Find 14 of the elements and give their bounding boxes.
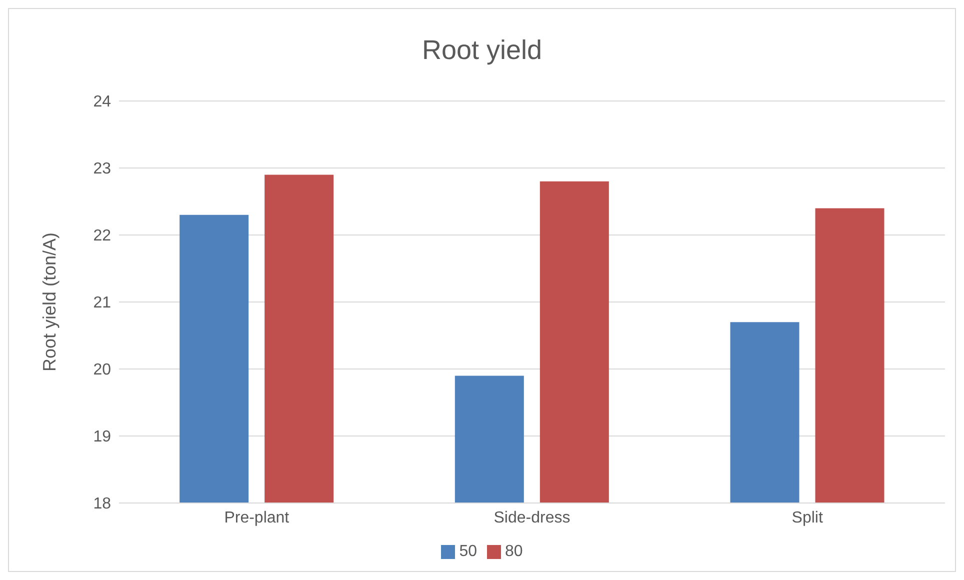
y-tick-label: 20 (93, 362, 112, 379)
legend-label: 80 (505, 543, 523, 560)
y-tick-label: 24 (93, 94, 112, 111)
x-tick-label: Split (792, 509, 824, 526)
x-tick-label: Pre-plant (224, 509, 290, 526)
chart-title: Root yield (420, 34, 544, 67)
legend-label: 50 (459, 543, 477, 560)
y-tick-label: 22 (93, 228, 112, 245)
y-tick-label: 23 (93, 160, 112, 178)
y-axis-title: Root yield (ton/A) (39, 232, 60, 372)
x-tick-label: Side-dress (494, 509, 570, 526)
y-tick-label: 18 (93, 496, 112, 513)
y-tick-label: 19 (93, 428, 112, 446)
y-tick-label: 21 (93, 294, 112, 312)
